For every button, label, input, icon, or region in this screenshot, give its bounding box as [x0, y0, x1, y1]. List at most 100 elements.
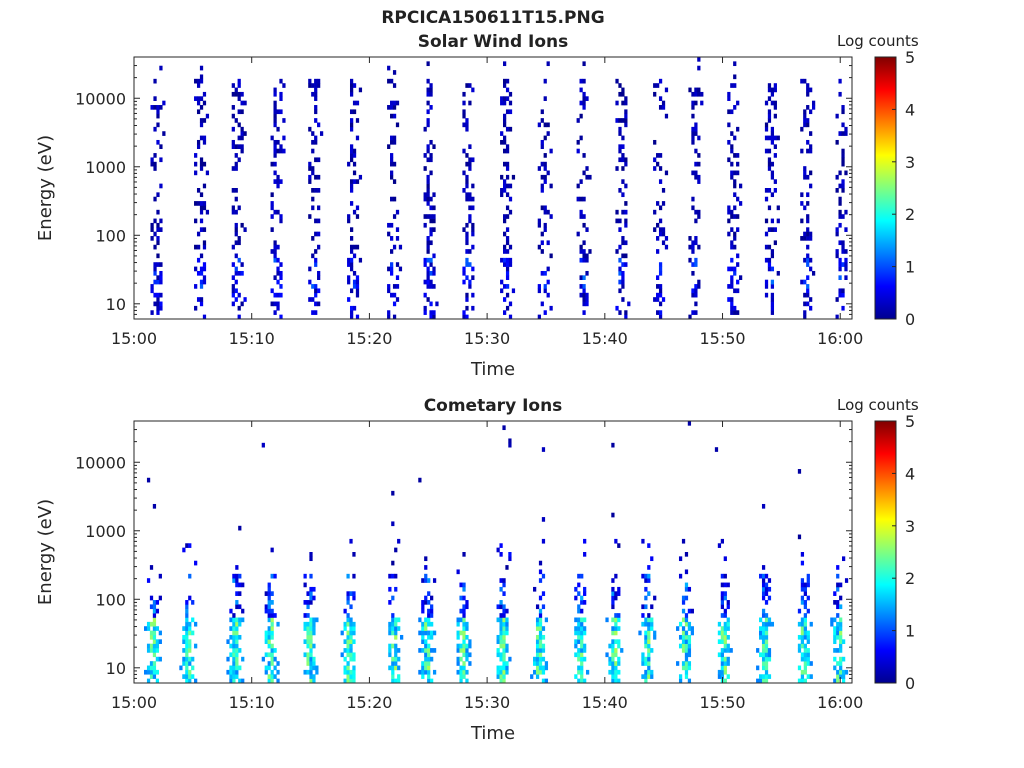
heatmap-cell — [661, 227, 666, 232]
heatmap-cell — [733, 135, 737, 141]
heatmap-cell — [727, 266, 731, 272]
heatmap-cell — [836, 613, 840, 618]
x-tick-label: 15:40 — [582, 693, 628, 712]
heatmap-cell — [809, 148, 813, 154]
heatmap-cell — [839, 674, 843, 679]
heatmap-cell — [582, 301, 586, 307]
heatmap-cell — [462, 630, 466, 636]
heatmap-cell — [243, 131, 247, 136]
heatmap-cell — [229, 608, 233, 614]
heatmap-cell — [279, 91, 283, 97]
heatmap-cell — [723, 621, 727, 627]
heatmap-cell — [773, 100, 777, 106]
heatmap-cell — [841, 292, 845, 298]
heatmap-cell — [276, 305, 280, 311]
heatmap-cell — [650, 626, 654, 631]
heatmap-cell — [314, 292, 318, 298]
heatmap-cell — [349, 91, 354, 97]
heatmap-cell — [429, 170, 433, 176]
heatmap-cell — [800, 578, 805, 583]
heatmap-cell — [273, 249, 277, 254]
x-tick-label: 15:50 — [699, 329, 745, 348]
heatmap-cell — [723, 556, 727, 562]
heatmap-cell — [196, 96, 201, 101]
heatmap-cell — [694, 170, 698, 176]
heatmap-cell — [676, 626, 680, 631]
heatmap-cell — [540, 188, 544, 193]
heatmap-cell — [196, 297, 201, 302]
heatmap-cell — [614, 661, 618, 666]
heatmap-cell — [691, 270, 695, 276]
heatmap-cell — [392, 292, 397, 298]
heatmap-cell — [579, 135, 583, 141]
heatmap-cell — [658, 262, 663, 267]
heatmap-cell — [429, 87, 433, 93]
heatmap-cell — [761, 656, 766, 662]
heatmap-cell — [149, 604, 154, 610]
heatmap-cell — [465, 600, 469, 605]
heatmap-cell — [311, 310, 315, 315]
heatmap-cell — [838, 183, 842, 189]
heatmap-cell — [582, 240, 586, 246]
heatmap-cell — [809, 266, 813, 272]
heatmap-cell — [614, 674, 618, 679]
heatmap-cell — [423, 222, 427, 228]
heatmap-cell — [579, 179, 583, 184]
heatmap-cell — [462, 617, 466, 623]
heatmap-cell — [499, 630, 503, 636]
heatmap-cell — [424, 665, 428, 671]
heatmap-cell — [182, 661, 186, 666]
heatmap-cell — [465, 678, 469, 684]
heatmap-cell — [352, 626, 356, 631]
heatmap-cell — [153, 231, 157, 237]
heatmap-cell — [838, 209, 842, 215]
heatmap-cell — [503, 96, 507, 101]
heatmap-cell — [270, 648, 274, 653]
heatmap-cell — [614, 538, 618, 544]
heatmap-cell — [349, 244, 354, 250]
heatmap-cell — [159, 270, 163, 276]
heatmap-cell — [726, 648, 730, 653]
y-tick-label: 1000 — [85, 158, 126, 177]
heatmap-cell — [273, 91, 277, 97]
heatmap-cell — [535, 604, 540, 610]
heatmap-cell — [538, 569, 543, 575]
heatmap-cell — [309, 630, 313, 636]
colorbar1-label: Log counts — [837, 32, 919, 50]
heatmap-cell — [503, 179, 507, 184]
heatmap-cell — [355, 288, 360, 294]
heatmap-cell — [427, 634, 431, 640]
heatmap-cell — [723, 595, 727, 601]
heatmap-cell — [694, 131, 698, 136]
heatmap-cell — [199, 205, 204, 211]
heatmap-cell — [194, 218, 198, 224]
heatmap-cell — [273, 122, 277, 128]
heatmap-cell — [577, 626, 581, 631]
heatmap-cell — [681, 617, 686, 623]
heatmap-cell — [803, 634, 807, 640]
heatmap-cell — [549, 183, 553, 189]
heatmap-cell — [806, 288, 810, 294]
heatmap-cell — [421, 661, 425, 666]
heatmap-cell — [806, 122, 810, 128]
heatmap-cell — [505, 669, 509, 675]
heatmap-cell — [661, 105, 666, 110]
heatmap-cell — [352, 595, 356, 601]
heatmap-cell — [803, 205, 807, 211]
heatmap-cell — [462, 661, 466, 666]
heatmap-cell — [459, 630, 463, 636]
heatmap-cell — [684, 639, 689, 644]
heatmap-cell — [543, 227, 547, 232]
heatmap-cell — [736, 196, 740, 202]
heatmap-cell — [583, 648, 587, 653]
heatmap-cell — [229, 634, 233, 640]
heatmap-cell — [617, 586, 621, 592]
heatmap-cell — [726, 634, 730, 640]
colorbar-tick-label: 3 — [905, 517, 915, 536]
heatmap-cell — [352, 100, 357, 106]
heatmap-cell — [270, 192, 274, 198]
heatmap-cell — [234, 270, 238, 276]
heatmap-cell — [394, 621, 398, 627]
heatmap-cell — [468, 218, 472, 224]
x-tick-label: 15:00 — [111, 693, 157, 712]
